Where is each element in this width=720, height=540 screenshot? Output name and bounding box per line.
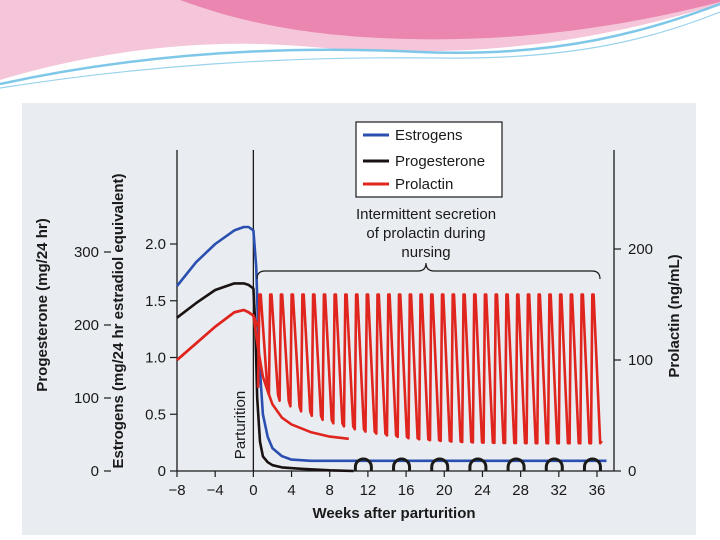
x-tick-label: 24 xyxy=(474,482,491,499)
progesterone-tick-label: 100 xyxy=(74,390,99,407)
x-axis-title: Weeks after parturition xyxy=(312,505,475,522)
prolactin-tick-label: 0 xyxy=(628,463,636,480)
progesterone-tick-label: 300 xyxy=(74,244,99,261)
x-tick-label: 16 xyxy=(398,482,415,499)
x-tick-label: 20 xyxy=(436,482,453,499)
prolactin-tick-label: 200 xyxy=(628,241,653,258)
tick-labels: −8 −4 0 4 8 12 16 20 24 28 32 36 300 200 100 0 2.0 1.5 1.0… xyxy=(74,236,653,499)
progesterone-axis-title: Progesterone (mg/24 hr) xyxy=(34,218,51,391)
prolactin-pregnancy-line xyxy=(176,308,260,361)
x-tick-label: 0 xyxy=(249,482,257,499)
x-tick-label: 32 xyxy=(550,482,567,499)
banner-blue-wave-2 xyxy=(0,11,720,89)
legend-label-estrogens: Estrogens xyxy=(395,127,463,144)
nursing-markers xyxy=(353,457,602,471)
parturition-label: Parturition xyxy=(232,391,249,459)
estrogen-tick-label: 0 xyxy=(158,463,166,480)
annotation-brace xyxy=(256,262,601,280)
prolactin-line xyxy=(256,293,603,445)
banner-blue-wave xyxy=(0,2,720,86)
nursing-marker xyxy=(353,457,373,471)
series-lines xyxy=(175,225,607,473)
nursing-marker xyxy=(430,457,450,471)
annotation-line-2: of prolactin during xyxy=(366,225,485,242)
x-tick-label: 12 xyxy=(360,482,377,499)
annotation-line-1: Intermittent secretion xyxy=(356,206,496,223)
axes xyxy=(104,150,621,477)
prolactin-axis-title: Prolactin (ng/mL) xyxy=(666,254,683,377)
estrogen-tick-label: 1.5 xyxy=(145,293,166,310)
prolactin-tick-label: 100 xyxy=(628,352,653,369)
nursing-marker xyxy=(544,457,564,471)
x-tick-label: 8 xyxy=(326,482,334,499)
progesterone-tick-label: 0 xyxy=(91,463,99,480)
x-tick-label: −8 xyxy=(168,482,185,499)
progesterone-tick-label: 200 xyxy=(74,317,99,334)
nursing-marker xyxy=(468,457,488,471)
banner-pink-wave-dark xyxy=(180,0,720,40)
legend: Estrogens Progesterone Prolactin xyxy=(355,121,503,198)
progesterone-line xyxy=(176,282,354,473)
nursing-annotation: Intermittent secretion of prolactin duri… xyxy=(256,206,601,280)
estrogens-axis-title: Estrogens (mg/24 hr estradiol equivalent… xyxy=(110,173,127,468)
nursing-marker xyxy=(582,457,602,471)
estrogen-tick-label: 2.0 xyxy=(145,236,166,253)
x-tick-label: 28 xyxy=(512,482,529,499)
estrogen-tick-label: 0.5 xyxy=(145,406,166,423)
annotation-line-3: nursing xyxy=(401,244,450,261)
nursing-marker xyxy=(392,457,412,471)
decorative-banner xyxy=(0,0,720,89)
legend-label-progesterone: Progesterone xyxy=(395,153,485,170)
estrogens-line xyxy=(175,225,607,463)
x-tick-label: 4 xyxy=(287,482,295,499)
nursing-marker xyxy=(506,457,526,471)
x-tick-label: −4 xyxy=(207,482,224,499)
legend-label-prolactin: Prolactin xyxy=(395,176,453,193)
x-tick-label: 36 xyxy=(589,482,606,499)
estrogen-tick-label: 1.0 xyxy=(145,350,166,367)
